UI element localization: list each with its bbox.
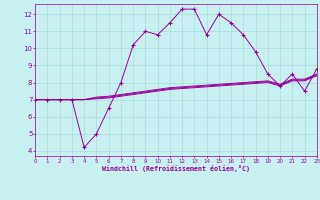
X-axis label: Windchill (Refroidissement éolien,°C): Windchill (Refroidissement éolien,°C): [102, 165, 250, 172]
